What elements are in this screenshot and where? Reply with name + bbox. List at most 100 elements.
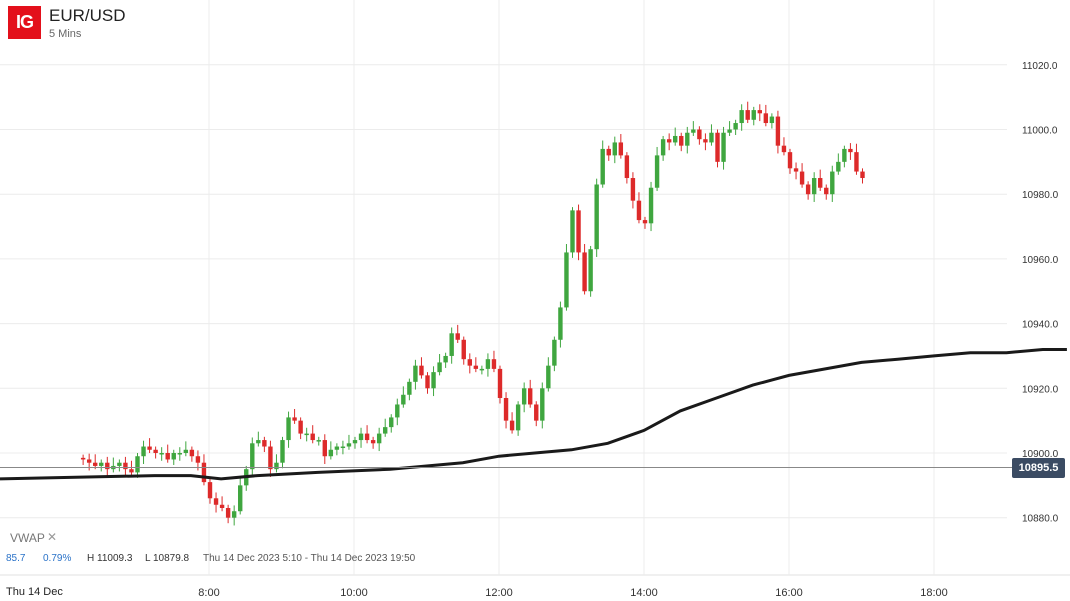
candle-up [727,129,732,133]
candle-down [189,449,195,457]
candle-down [703,139,708,143]
candle-down [793,168,799,172]
ig-logo: IG [8,6,41,39]
candle-up [250,443,255,470]
candle-down [364,433,370,441]
candle-up [660,139,666,156]
candle-up [183,449,189,453]
candle-up [558,307,563,340]
candle-up [751,110,756,120]
candle-up [485,359,491,369]
candle-up [673,135,678,143]
candle-down [425,375,430,389]
candle-down [745,110,750,120]
interval-label[interactable]: 5 Mins [49,28,82,40]
candle-up [540,388,545,421]
date-label: Thu 14 Dec [6,586,63,598]
candle-down [781,145,787,153]
candle-up [552,339,557,366]
chart-grid [0,0,1070,576]
candle-up [648,187,654,224]
candle-up [383,427,388,434]
candle-up [99,462,104,466]
candle-up [340,446,346,449]
candle-down [606,148,611,156]
candle-up [352,440,358,444]
candle-up [739,110,744,124]
candle-down [787,152,793,169]
candle-up [431,372,436,389]
time-axis: 8:00 10:00 12:00 14:00 16:00 18:00 [198,587,947,599]
candle-up [709,132,714,143]
y-tick-label: 10940.0 [1022,320,1059,331]
candle-up [515,404,521,431]
candle-up [231,511,237,518]
candle-down [848,148,853,153]
y-tick-label: 10880.0 [1022,514,1059,525]
x-tick-label: 10:00 [340,587,368,599]
candle-down [775,116,781,146]
candle-down [455,333,460,340]
close-icon[interactable]: ✕ [47,530,58,544]
candle-down [225,507,231,518]
candle-up [316,440,321,442]
candle-up [449,333,454,356]
candle-up [395,404,400,418]
candle-up [238,485,243,512]
candle-down [86,459,92,463]
candle-down [165,453,170,460]
candle-down [697,129,702,140]
x-tick-label: 14:00 [630,587,658,599]
candle-up [691,129,696,133]
candle-up [600,148,605,185]
candle-up [346,443,352,447]
candle-down [799,171,805,185]
candle-down [666,139,672,143]
candle-up [407,381,412,395]
candle-down [419,365,424,376]
candle-up [171,453,176,460]
vwap-line [0,348,1067,481]
x-tick-label: 16:00 [775,587,803,599]
vwap-indicator-label[interactable]: VWAP [10,531,45,545]
candle-up [358,433,364,441]
candle-up [842,148,847,162]
candle-down [153,449,158,453]
change-value: 85.7 [6,553,26,564]
candle-down [262,440,267,447]
candle-up [811,178,817,195]
candle-up [479,368,485,371]
low-value: L 10879.8 [145,553,190,564]
candle-down [509,420,515,431]
candle-up [141,446,146,457]
candle-down [534,404,539,421]
candle-up [437,362,442,373]
candle-up [721,132,726,162]
candle-down [292,417,297,421]
candle-down [630,178,636,201]
candle-up [588,249,593,292]
candle-up [117,462,122,466]
candle-down [123,462,128,470]
candle-down [854,152,859,172]
candle-down [147,446,152,450]
candle-up [685,132,690,146]
candle-down [207,482,213,499]
candle-down [636,200,642,221]
candle-down [805,184,811,195]
candle-up [177,453,182,455]
candle-up [830,171,835,195]
symbol-title[interactable]: EUR/USD [49,6,126,25]
candle-down [93,462,98,466]
y-tick-label: 10980.0 [1022,190,1059,201]
candle-down [473,365,479,369]
y-tick-label: 11000.0 [1022,126,1058,137]
candle-down [461,339,466,360]
candle-down [715,132,720,162]
candle-up [733,123,738,130]
candle-up [443,355,448,363]
candle-up [521,388,527,405]
x-tick-label: 8:00 [198,587,219,599]
candle-up [413,365,418,382]
